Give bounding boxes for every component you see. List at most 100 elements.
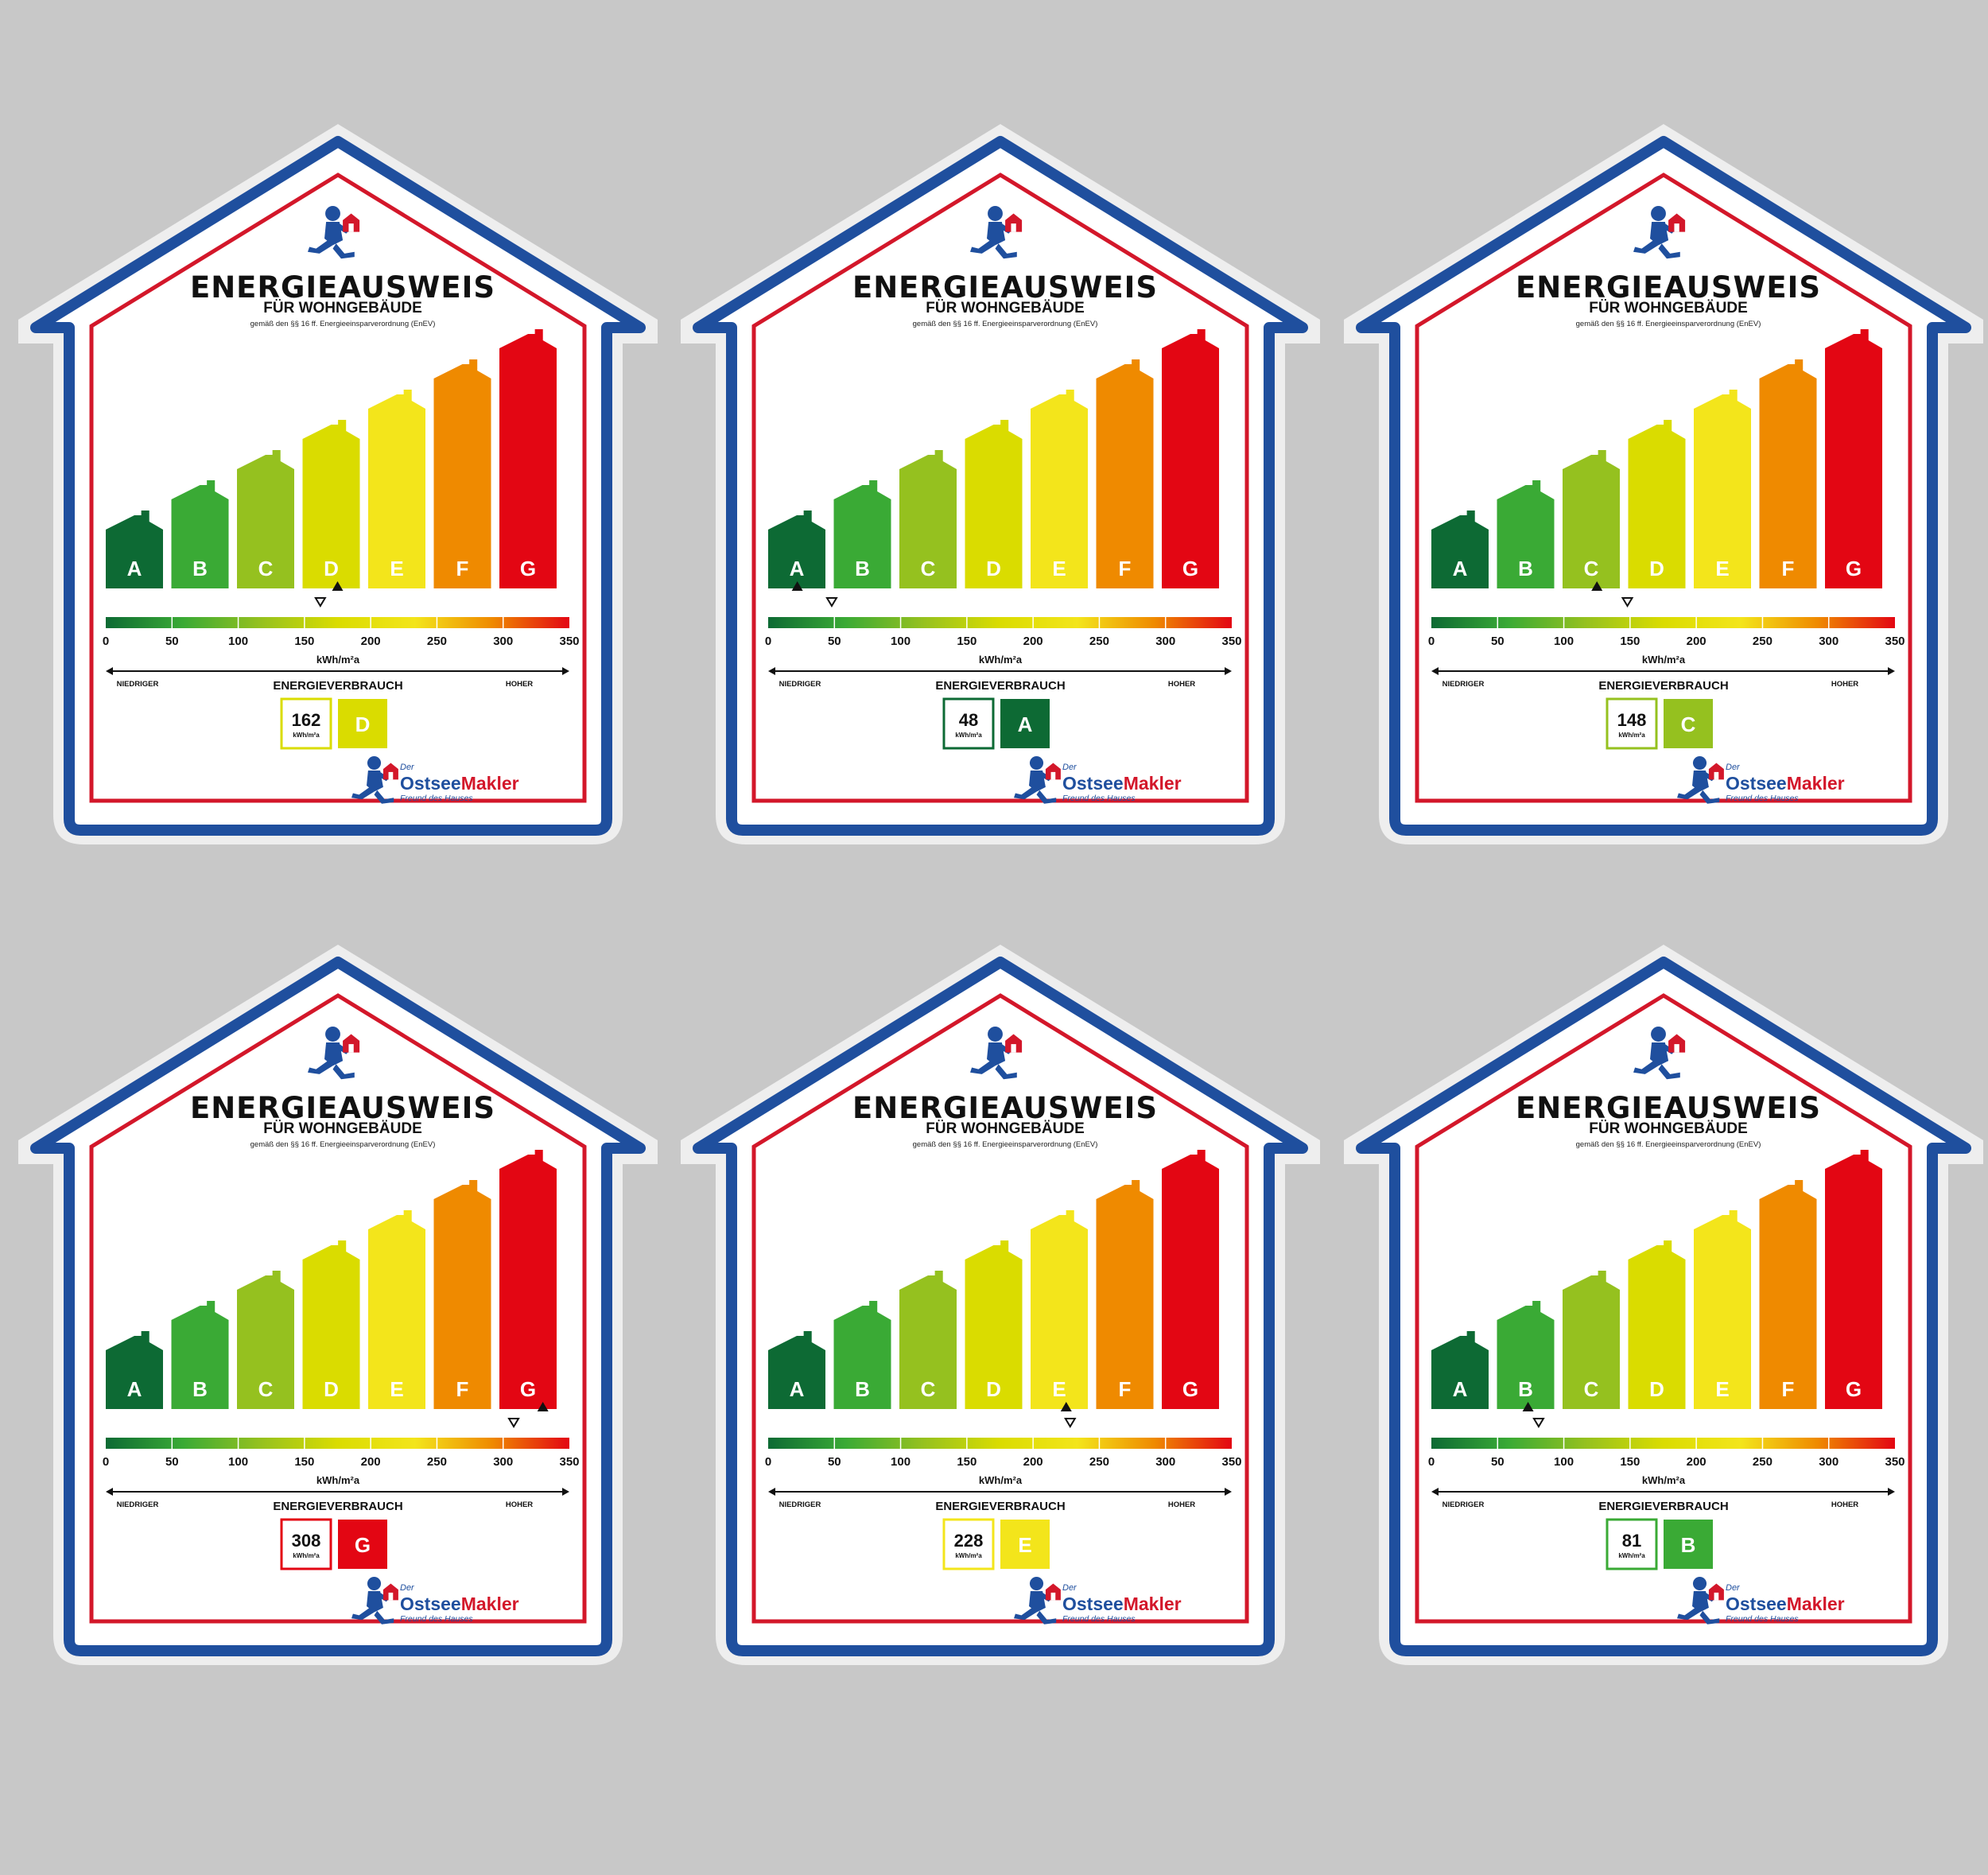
label-title: ENERGIEAUSWEIS [190,1091,495,1125]
brand-name-part2: Makler [461,1594,519,1614]
class-letter: A [1453,1377,1468,1401]
mascot-logo-brand [351,1576,398,1625]
scale-tick-label: 100 [1554,1455,1574,1469]
high-consumption-label: HOHER [1831,1500,1858,1509]
class-bar-c [899,450,957,588]
brand-der: Der [1726,763,1741,772]
class-bar-b [171,480,229,588]
energy-value-unit: kWh/m²a [293,1552,320,1559]
class-bar-c [1563,1271,1620,1409]
reference-marker-up [1522,1402,1534,1411]
scale-unit-label: kWh/m²a [979,1474,1023,1486]
class-bar-b [171,1301,229,1409]
value-box [280,1518,332,1570]
scale-tick-label: 350 [1221,1455,1241,1469]
value-marker-down [1064,1418,1077,1428]
label-legal-note: gemäß den §§ 16 ff. Energieeinsparverord… [913,320,1098,328]
scale-tick-label: 250 [427,1455,447,1469]
label-title: ENERGIEAUSWEIS [190,270,495,305]
class-letter: F [1119,557,1132,580]
scale-tick-label: 0 [103,635,109,648]
low-consumption-label: NIEDRIGER [779,1500,821,1509]
value-box [280,697,332,750]
class-bar-d [302,1240,360,1409]
scale-tick-label: 300 [1819,1455,1839,1469]
scale-tick-label: 0 [1428,635,1435,648]
brand-der: Der [400,1583,415,1593]
energy-label-card: ENERGIEAUSWEIS FÜR WOHNGEBÄUDE gemäß den §… [674,940,1326,1671]
class-letter: B [192,1377,208,1401]
class-bar-b [1497,1301,1555,1409]
class-letter: F [456,557,469,580]
brand-name-part2: Makler [1124,773,1182,794]
energy-value: 148 [1617,710,1647,730]
class-letter: G [520,557,536,580]
brand-name-part2: Makler [1124,1594,1182,1614]
brand-name-part1: Ostsee [400,773,461,794]
class-badge-letter: B [1681,1533,1696,1557]
class-letter: E [390,1377,403,1401]
scale-tick-label: 100 [228,635,248,648]
brand-slogan: Freund des Hauses [1062,1614,1136,1624]
scale-tick-label: 0 [765,635,771,648]
label-subtitle: FÜR WOHNGEBÄUDE [263,1120,422,1137]
class-bar-f [1759,1180,1817,1409]
class-letter: C [258,557,274,580]
class-letter: C [1584,557,1599,580]
arrow-right-icon [562,1488,569,1496]
brand-name-part1: Ostsee [1726,1594,1787,1614]
class-letter: B [855,557,870,580]
class-bars: A B C D E F G [1431,329,1882,588]
class-letter: G [1846,1377,1862,1401]
class-bars: A B C D E F G [1431,1150,1882,1409]
brand-der: Der [1062,1583,1077,1593]
brand-name-part1: Ostsee [1726,773,1787,794]
scale-tick-label: 250 [1753,1455,1773,1469]
label-legal-note: gemäß den §§ 16 ff. Energieeinsparverord… [913,1140,1098,1149]
value-box [942,697,995,750]
scale-tick-label: 0 [1428,1455,1435,1469]
brand-der: Der [1062,763,1077,772]
class-letter: D [324,1377,339,1401]
class-bar-a [768,510,825,588]
class-bar-d [1628,420,1686,588]
brand-name: OstseeMakler [1726,773,1845,794]
mascot-logo-top [308,206,360,259]
class-bar-f [1096,1180,1154,1409]
high-consumption-label: HOHER [1168,1500,1195,1509]
class-bar-a [106,1331,163,1409]
low-consumption-label: NIEDRIGER [117,1500,159,1509]
class-bar-d [965,1240,1023,1409]
class-bar-c [237,450,294,588]
scale-tick-label: 50 [828,1455,841,1469]
class-badge-letter: A [1018,712,1033,736]
class-letter: G [1182,557,1198,580]
class-bar-g [1825,1150,1882,1409]
class-bar-b [833,480,891,588]
scale-tick-label: 200 [1687,1455,1706,1469]
scale-gradient-bar [106,617,569,628]
reference-marker-up [332,581,344,591]
brand-name-part2: Makler [1787,773,1845,794]
class-letter: A [127,557,142,580]
class-badge [338,1520,387,1569]
mascot-logo-brand [1677,1576,1724,1625]
high-consumption-label: HOHER [1168,680,1195,689]
mascot-logo-brand [1014,755,1061,804]
brand-name: OstseeMakler [1062,1594,1182,1614]
scale-gradient-bar [106,1438,569,1449]
scale-tick-label: 100 [1554,635,1574,648]
class-letter: B [192,557,208,580]
scale-unit-label: kWh/m²a [316,1474,360,1486]
class-bar-b [833,1301,891,1409]
class-letter: F [1782,1377,1795,1401]
energy-value: 162 [292,710,321,730]
class-bars: A B C D E F G [768,329,1219,588]
scale-tick-label: 300 [1155,1455,1175,1469]
value-marker-down [825,597,838,608]
consumption-heading: ENERGIEVERBRAUCH [273,679,402,693]
